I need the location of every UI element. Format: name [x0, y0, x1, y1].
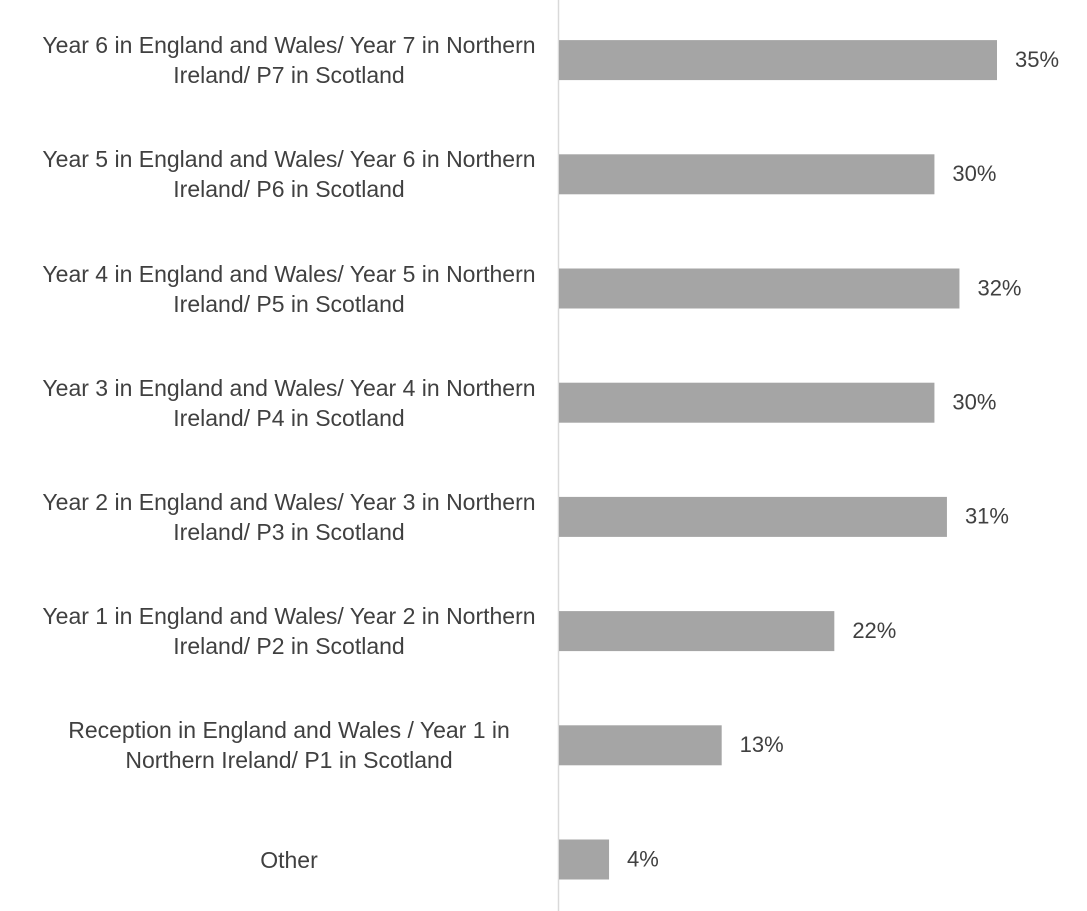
bar	[559, 40, 997, 81]
bar	[559, 611, 835, 652]
category-label: Reception in England and Wales / Year 1 …	[68, 717, 510, 774]
bar	[559, 725, 722, 766]
data-label: 13%	[740, 732, 784, 757]
bar	[559, 382, 935, 423]
category-label: Other	[260, 846, 318, 873]
data-label: 31%	[965, 504, 1009, 529]
bar	[559, 839, 610, 880]
data-label: 4%	[627, 846, 659, 871]
category-label: Year 1 in England and Wales/ Year 2 in N…	[42, 603, 536, 660]
bar	[559, 154, 935, 195]
category-label: Year 3 in England and Wales/ Year 4 in N…	[42, 374, 536, 431]
category-label: Year 5 in England and Wales/ Year 6 in N…	[42, 146, 536, 203]
category-label: Year 4 in England and Wales/ Year 5 in N…	[42, 260, 536, 317]
category-label: Year 2 in England and Wales/ Year 3 in N…	[42, 488, 536, 545]
bar	[559, 496, 947, 537]
data-label: 22%	[852, 618, 896, 643]
data-label: 30%	[952, 161, 996, 186]
data-label: 32%	[977, 275, 1021, 300]
bar	[559, 268, 960, 309]
category-label: Year 6 in England and Wales/ Year 7 in N…	[42, 32, 536, 89]
data-label: 35%	[1015, 47, 1059, 72]
data-label: 30%	[952, 390, 996, 415]
